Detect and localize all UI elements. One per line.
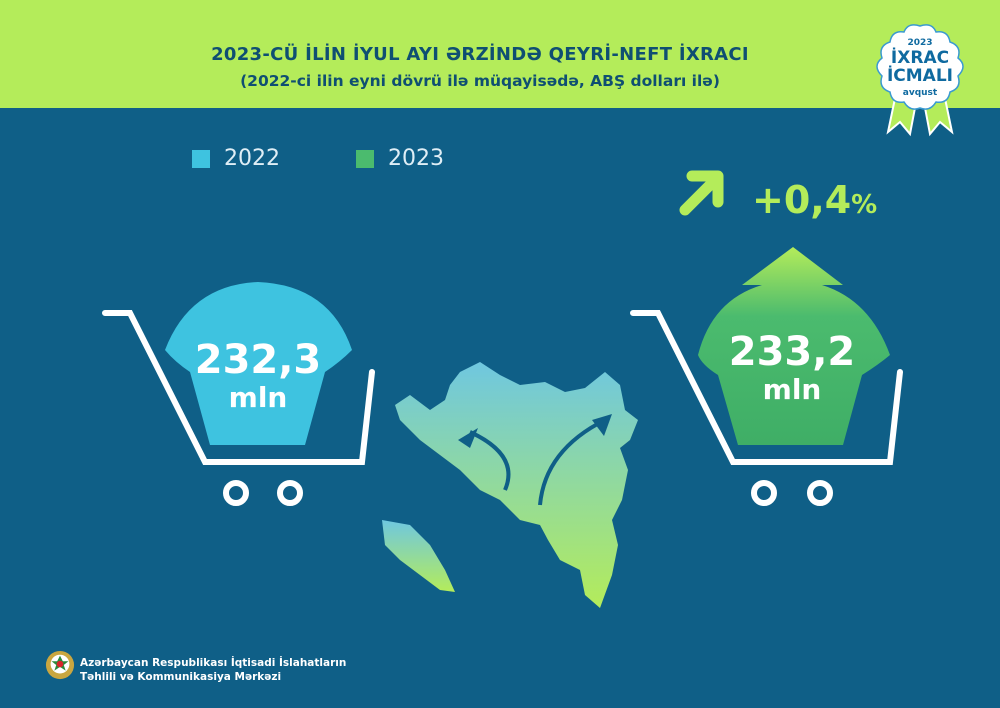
legend-item-2023: 2023 <box>356 146 444 171</box>
legend-item-2022: 2022 <box>192 146 280 171</box>
state-emblem-icon <box>45 650 75 680</box>
badge-year: 2023 <box>907 38 933 48</box>
value-2023: 233,2 mln <box>728 329 856 406</box>
header-banner: 2023-CÜ İLİN İYUL AYI ƏRZİNDƏ QEYRİ-NEFT… <box>0 0 1000 108</box>
legend-swatch <box>192 149 210 168</box>
badge: 2023 İXRAC İCMALI avqust <box>870 22 970 142</box>
legend-swatch <box>356 149 374 168</box>
nakhchivan-map <box>382 520 455 592</box>
azerbaijan-map <box>395 362 638 608</box>
rosette-icon <box>876 24 964 137</box>
basket-2023 <box>698 247 890 445</box>
legend-label: 2023 <box>388 146 444 171</box>
badge-line1: İXRAC <box>890 48 950 68</box>
cart-2022 <box>102 310 375 506</box>
page-title: 2023-CÜ İLİN İYUL AYI ƏRZİNDƏ QEYRİ-NEFT… <box>211 44 749 65</box>
basket-2022 <box>165 282 352 445</box>
page-subtitle: (2022-ci ilin eyni dövrü ilə müqayisədə,… <box>240 72 720 90</box>
badge-month: avqust <box>902 88 938 98</box>
cart-2023 <box>630 310 903 506</box>
value-2022: 232,3 mln <box>194 337 322 414</box>
arrow-up-right-icon <box>679 170 724 216</box>
change-percent: +0,4% <box>752 178 878 222</box>
footer-organization: Azərbaycan Respublikası İqtisadi İslahat… <box>80 657 347 683</box>
badge-line2: İCMALI <box>886 66 954 86</box>
legend-label: 2022 <box>224 146 280 171</box>
